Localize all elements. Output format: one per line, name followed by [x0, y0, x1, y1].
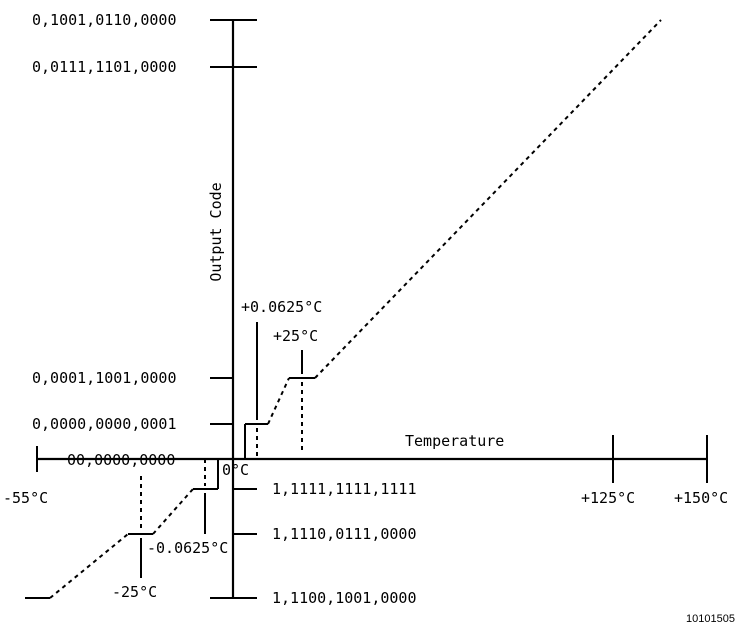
x-tick-label-neg00625: -0.0625°C: [147, 539, 228, 557]
x-tick-label-0: 0°C: [222, 461, 249, 479]
y-tick-label-0: 0,1001,0110,0000: [32, 11, 177, 29]
x-tick-label-00625: +0.0625°C: [241, 298, 322, 316]
y-tick-label-4: 00,0000,0000: [67, 451, 175, 469]
y-tick-label-2: 0,0001,1001,0000: [32, 369, 177, 387]
x-tick-label-125: +125°C: [581, 489, 635, 507]
transfer-curve: [25, 19, 662, 599]
dash-neg55-neg25: [49, 533, 129, 599]
figure-id: 10101505: [686, 613, 735, 625]
x-tick-label-neg25: -25°C: [112, 583, 157, 601]
y-tick-label-3: 0,0000,0000,0001: [32, 415, 177, 433]
y-tick-label-6: 1,1110,0111,0000: [272, 525, 417, 543]
y-tick-label-7: 1,1100,1001,0000: [272, 589, 417, 607]
dash-25-150: [314, 19, 662, 379]
x-axis-label: Temperature: [405, 432, 504, 450]
dash-00625-25: [267, 377, 290, 425]
dash-neg25-neg00625: [152, 488, 194, 535]
y-tick-label-1: 0,0111,1101,0000: [32, 58, 177, 76]
y-tick-label-5: 1,1111,1111,1111: [272, 480, 417, 498]
x-tick-label-25: +25°C: [273, 327, 318, 345]
x-tick-label-150: +150°C: [674, 489, 728, 507]
marker-lines: [140, 322, 303, 578]
x-tick-label-neg55: -55°C: [3, 489, 48, 507]
y-axis-label: Output Code: [207, 182, 225, 281]
